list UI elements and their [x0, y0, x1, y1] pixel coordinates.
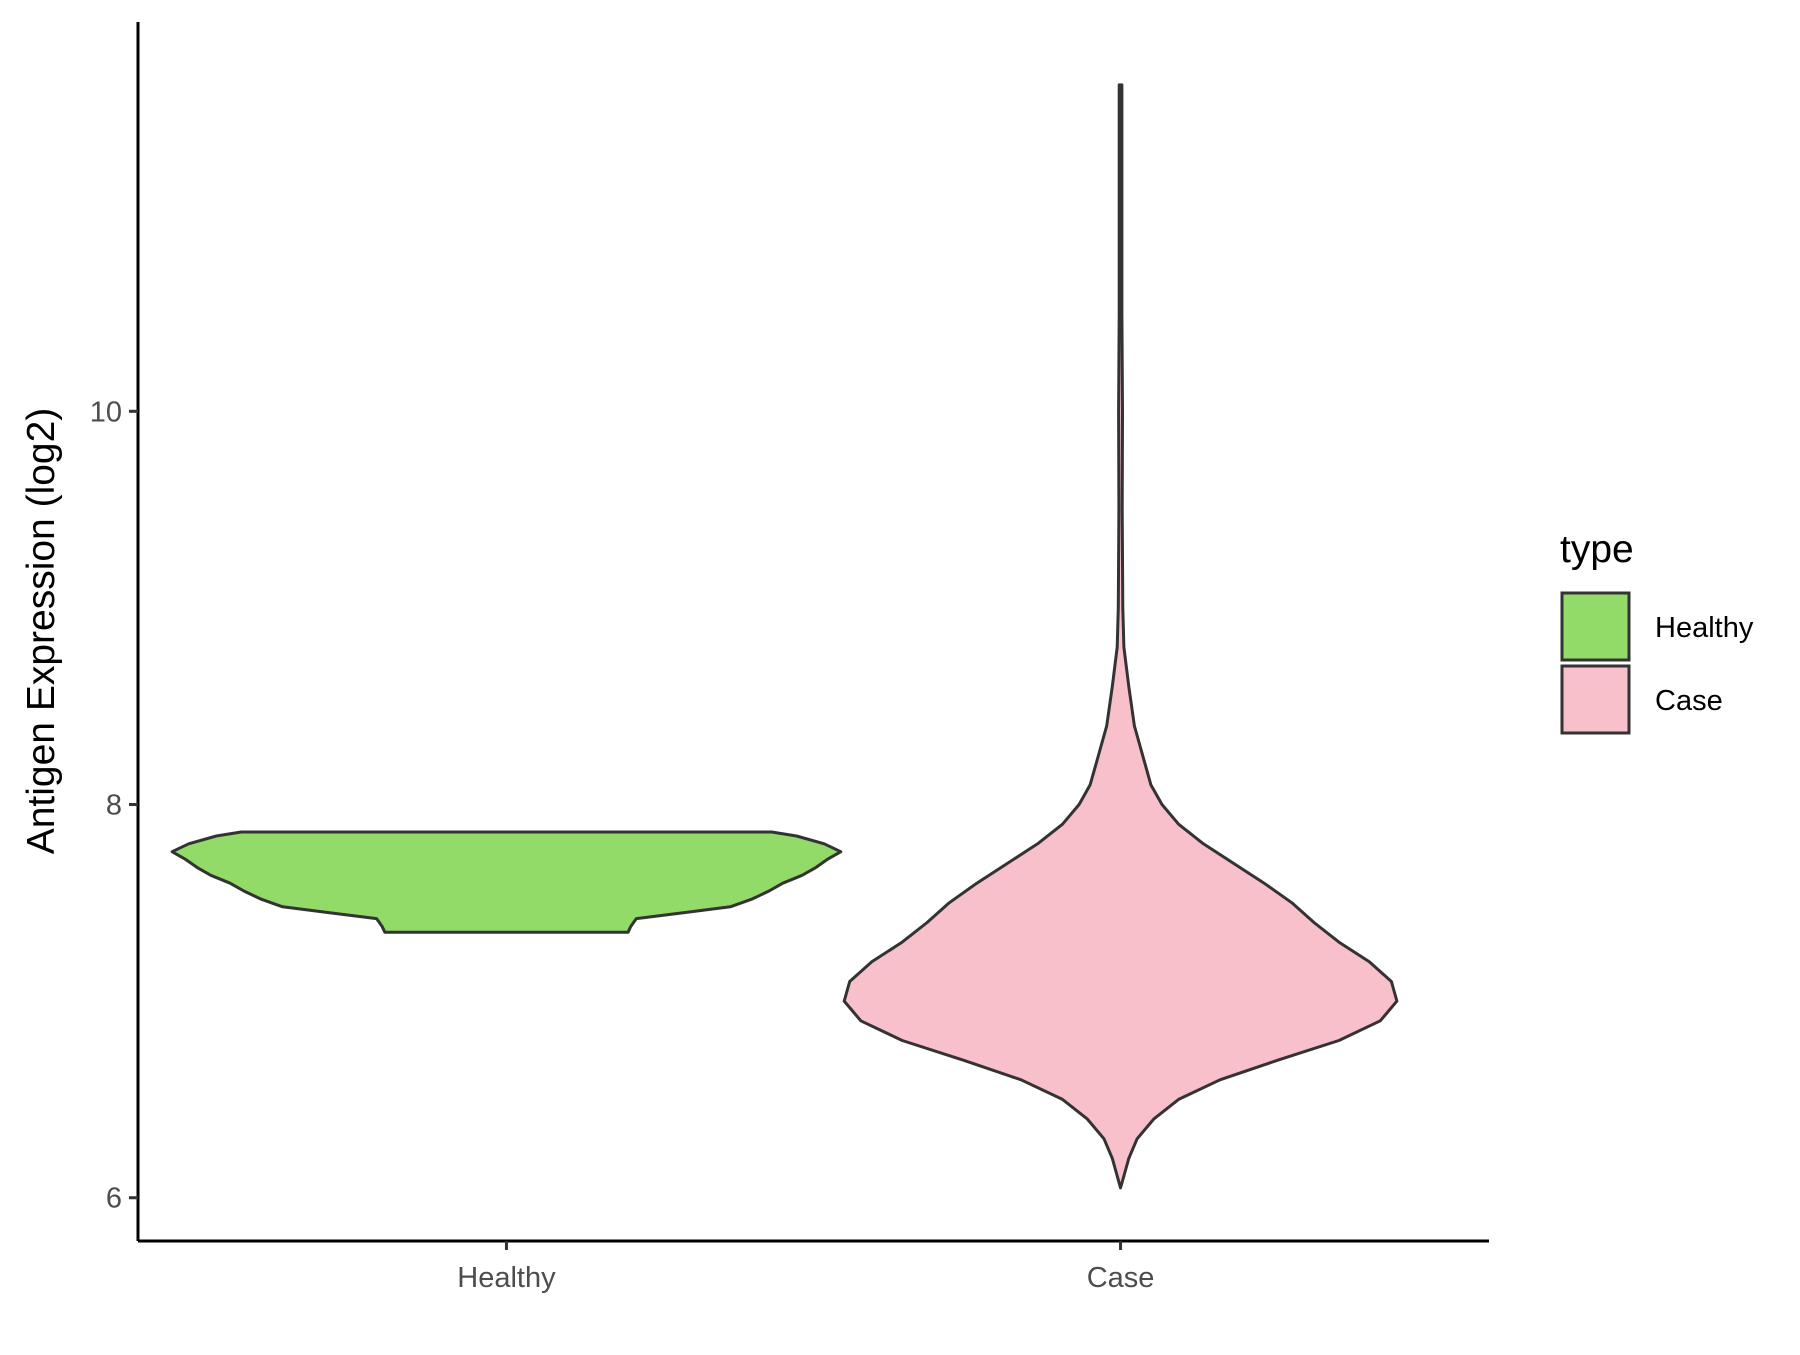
- legend: Healthy Case: [1560, 591, 1754, 735]
- violin-case: [842, 83, 1399, 1190]
- violin-healthy: [170, 830, 843, 934]
- legend-title: type: [1560, 528, 1634, 571]
- y-tick-label: 8: [106, 790, 122, 822]
- x-tick-label: Healthy: [457, 1262, 556, 1294]
- y-tick-label: 6: [106, 1183, 122, 1215]
- legend-label-case: Case: [1655, 685, 1723, 717]
- y-axis-title: Antigen Expression (log2): [20, 408, 63, 855]
- legend-label-healthy: Healthy: [1655, 612, 1754, 644]
- x-ticks: Healthy Case: [457, 1241, 1154, 1294]
- x-tick-label: Case: [1087, 1262, 1155, 1294]
- violin-group: [170, 83, 1399, 1190]
- legend-key-healthy: [1560, 591, 1631, 662]
- legend-key-case: [1560, 664, 1631, 735]
- y-ticks: 6 8 10: [90, 396, 138, 1215]
- y-tick-label: 10: [90, 396, 122, 428]
